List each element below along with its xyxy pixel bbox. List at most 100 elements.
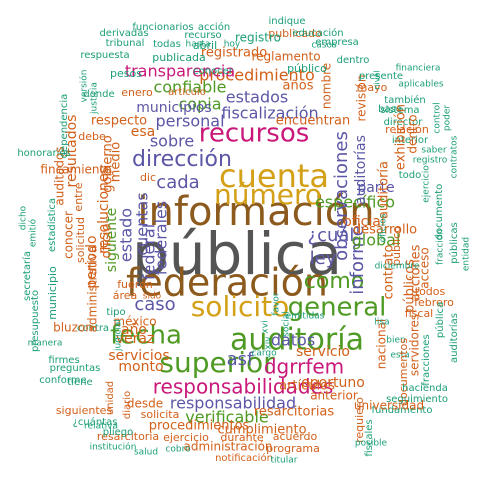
cloud-word: titular xyxy=(271,456,298,466)
cloud-word: dentro xyxy=(337,55,370,66)
cloud-word: sobre xyxy=(150,132,194,151)
cloud-word: responsabilidades xyxy=(153,375,334,399)
cloud-word: hacienda xyxy=(402,383,448,394)
cloud-word: financiera xyxy=(396,64,441,74)
cloud-word: notificación xyxy=(215,452,273,464)
cloud-word: administrativa xyxy=(86,246,100,333)
cloud-word: acceso xyxy=(418,247,432,289)
cloud-word: registro xyxy=(413,156,448,166)
cloud-word: auditoría xyxy=(230,323,364,358)
cloud-word: asf xyxy=(227,349,254,370)
cloud-word: ejercicio xyxy=(422,165,432,203)
cloud-word: número xyxy=(214,178,322,211)
cloud-word: interior xyxy=(392,135,429,146)
cloud-word: fecha xyxy=(110,321,182,351)
cloud-word: responsabilidad xyxy=(170,394,296,413)
cloud-word: hasta xyxy=(186,40,211,50)
cloud-word: programa xyxy=(266,442,320,455)
cloud-word: transparencia xyxy=(125,62,235,81)
cloud-word: social xyxy=(282,311,292,337)
cloud-word: enero xyxy=(121,86,153,99)
cloud-word: fracción xyxy=(435,229,446,265)
cloud-word: esta xyxy=(390,351,409,361)
cloud-word: servicio xyxy=(296,344,350,360)
cloud-word: solicito xyxy=(191,290,290,323)
cloud-word: respecto xyxy=(91,114,147,129)
cloud-word: febrero xyxy=(414,296,454,309)
cloud-word: acciones xyxy=(409,244,424,301)
cloud-word: honorarios xyxy=(17,148,70,159)
cloud-word: director xyxy=(384,117,424,128)
cloud-word: cuenta xyxy=(219,157,329,195)
cloud-word: observaciones xyxy=(331,131,352,261)
cloud-word: fracciones xyxy=(421,334,432,385)
cloud-word: xvi xyxy=(261,320,271,333)
cloud-word: como xyxy=(304,269,364,294)
cloud-word: público xyxy=(287,62,327,75)
cloud-word: verificable xyxy=(185,408,268,427)
cloud-word: artículo xyxy=(168,86,206,98)
cloud-word: lisa xyxy=(374,318,389,328)
cloud-word: cumplimiento xyxy=(217,423,306,438)
cloud-word: contrato xyxy=(382,245,397,300)
cloud-word: estado xyxy=(117,208,136,262)
cloud-word: dgrrfem xyxy=(264,355,344,379)
cloud-word: emitió xyxy=(28,218,39,247)
cloud-word: registrado xyxy=(201,46,267,61)
cloud-word: esa xyxy=(131,124,156,140)
cloud-word: recurso xyxy=(184,30,221,41)
cloud-word: cargo xyxy=(251,349,277,359)
cloud-word: publicado xyxy=(268,27,322,40)
cloud-word: servidores xyxy=(408,314,422,376)
cloud-word: seguimiento xyxy=(386,394,448,405)
cloud-word: servicios xyxy=(108,348,169,364)
cloud-word: cobro xyxy=(165,445,191,455)
cloud-word: oportuno xyxy=(301,375,365,391)
cloud-word: confiable xyxy=(153,78,226,97)
cloud-word: superior xyxy=(159,346,275,379)
cloud-word: base xyxy=(378,104,402,115)
cloud-word: artículos xyxy=(279,379,335,394)
cloud-word: reglamento xyxy=(251,50,320,64)
cloud-word: unidad xyxy=(105,381,116,415)
cloud-word: fincamiento xyxy=(40,163,111,177)
cloud-word: nacional xyxy=(375,319,389,370)
cloud-word: registro xyxy=(235,31,281,45)
cloud-word: documento xyxy=(434,184,445,241)
cloud-word: requiero xyxy=(353,397,366,443)
cloud-word: pesos xyxy=(110,67,142,80)
cloud-word: empresa xyxy=(315,37,359,48)
cloud-word: entre xyxy=(72,182,85,211)
cloud-word: favor xyxy=(272,292,282,316)
cloud-word: específico xyxy=(315,193,395,212)
cloud-word: copia xyxy=(179,95,222,114)
cloud-word: firmes xyxy=(48,355,79,366)
cloud-word: manera xyxy=(28,339,63,349)
cloud-word: conocer xyxy=(193,66,234,77)
cloud-word: fiscales xyxy=(364,419,375,456)
cloud-word: méxico xyxy=(113,315,156,329)
cloud-word: cuentas xyxy=(133,192,152,255)
cloud-word: abril xyxy=(193,39,217,52)
cloud-word: contra xyxy=(77,323,109,334)
cloud-word: todas xyxy=(153,39,181,50)
cloud-word: auditorías xyxy=(448,313,460,363)
cloud-word: información xyxy=(137,189,374,235)
cloud-word: tipo xyxy=(106,307,125,318)
cloud-word: donde xyxy=(83,89,114,100)
cloud-word: desarrollo xyxy=(353,223,417,238)
cloud-word: federales xyxy=(152,201,171,275)
cloud-word: diario xyxy=(122,391,133,419)
cloud-word: federación xyxy=(126,261,328,305)
cloud-word: municipios xyxy=(136,100,212,116)
cloud-word: años xyxy=(283,79,314,94)
cloud-word: datos xyxy=(271,331,315,350)
cloud-word: institución xyxy=(90,442,137,453)
cloud-word: auditados xyxy=(53,146,67,205)
cloud-word: presupuesto xyxy=(30,290,41,352)
cloud-word: auditorías xyxy=(353,135,369,205)
cloud-word: medio xyxy=(109,142,124,183)
cloud-word: veraz xyxy=(116,331,155,347)
